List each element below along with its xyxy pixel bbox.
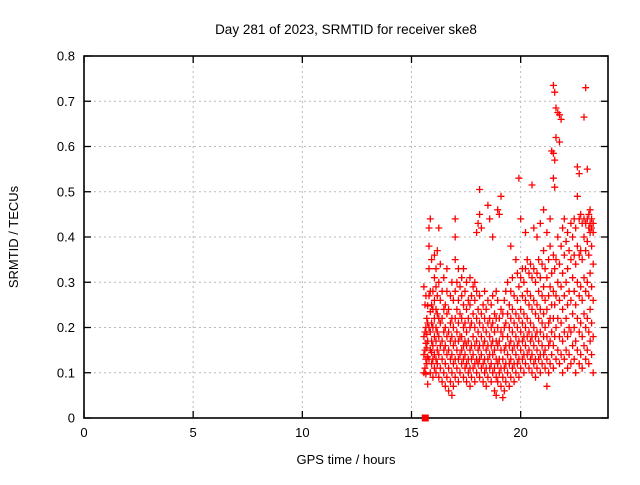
y-tick-label: 0.7 <box>57 94 75 109</box>
square-marker <box>421 414 429 422</box>
x-tick-label: 5 <box>190 425 197 440</box>
x-tick-label: 10 <box>295 425 309 440</box>
srmtid-markers <box>420 81 597 402</box>
y-tick-label: 0.6 <box>57 139 75 154</box>
y-axis-label: SRMTID / TECUs <box>6 185 21 288</box>
chart-title: Day 281 of 2023, SRMTID for receiver ske… <box>215 22 477 37</box>
y-tick-label: 0.8 <box>57 49 75 64</box>
tick-labels: 0 5 10 15 20 0 0.1 0.2 0.3 0.4 0.5 0.6 0.7 0.8 <box>57 49 528 441</box>
x-tick-label: 0 <box>80 425 87 440</box>
x-tick-label: 20 <box>513 425 527 440</box>
plot-border <box>83 55 609 419</box>
y-tick-label: 0.5 <box>57 184 75 199</box>
y-tick-label: 0.2 <box>57 320 75 335</box>
data-points <box>420 81 597 422</box>
x-axis-label: GPS time / hours <box>297 452 396 467</box>
y-tick-label: 0.3 <box>57 275 75 290</box>
gridlines <box>84 56 608 418</box>
plot-frame <box>83 55 609 419</box>
y-tick-label: 0.1 <box>57 365 75 380</box>
y-tick-label: 0 <box>68 411 75 426</box>
x-tick-label: 15 <box>404 425 418 440</box>
axis-ticks <box>83 55 608 419</box>
y-tick-label: 0.4 <box>57 230 75 245</box>
